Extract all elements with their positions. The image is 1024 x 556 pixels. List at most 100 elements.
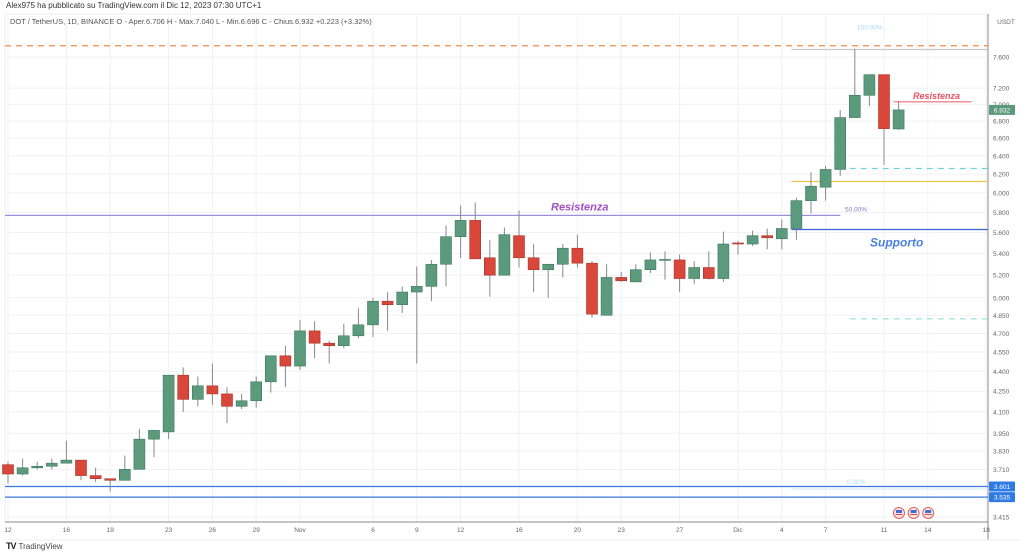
candle-up: [352, 324, 365, 337]
candle-up: [805, 185, 817, 201]
candle-up: [819, 169, 832, 188]
candle-up: [410, 286, 423, 293]
y-tick-label: 6.200: [993, 172, 1010, 179]
price-badge-text: 3.601: [994, 484, 1011, 491]
x-tick-label: 14: [924, 527, 932, 534]
candle-down: [615, 277, 628, 282]
candle-down: [221, 393, 233, 407]
candle-up: [396, 291, 409, 306]
candle-up: [454, 220, 467, 238]
publish-info: Alex975 ha pubblicato su TradingView.com…: [6, 1, 262, 10]
plot-area: [4, 13, 989, 523]
symbol-legend: DOT / TetherUS, 1D, BINANCE O - Aper.6.7…: [10, 17, 372, 26]
candle-down: [571, 247, 584, 264]
y-tick-label: 4.850: [993, 313, 1010, 320]
candle-down: [279, 355, 292, 367]
candle-down: [513, 235, 525, 259]
candle-up: [148, 430, 160, 440]
flag-canton: [910, 510, 917, 513]
candle-up: [250, 381, 262, 402]
candle-up: [892, 109, 905, 130]
candle-up: [659, 259, 671, 261]
y-tick-label: 6.800: [993, 118, 1010, 125]
candle-up: [600, 277, 613, 316]
x-tick-label: 16: [63, 527, 71, 534]
candle-up: [775, 228, 788, 240]
flag-canton: [925, 510, 932, 513]
candle-up: [629, 269, 642, 283]
candle-up: [834, 117, 847, 170]
price-badge-text: 3.535: [994, 495, 1011, 502]
candle-down: [2, 464, 14, 475]
candle-up: [644, 259, 657, 271]
candle-up: [498, 234, 511, 276]
y-tick-label: 5.400: [993, 251, 1010, 258]
resistenza-recent-label: Resistenza: [913, 91, 960, 101]
candle-up: [133, 438, 146, 470]
y-tick-label: 3.830: [993, 449, 1010, 456]
candle-down: [732, 242, 744, 245]
tradingview-logo[interactable]: TV TradingView: [6, 541, 63, 551]
fib-label: 0.00%: [847, 479, 866, 486]
candle-up: [790, 200, 803, 229]
x-tick-label: Nov: [294, 527, 306, 534]
x-tick-label: 12: [4, 527, 12, 534]
y-tick-label: 4.100: [993, 409, 1010, 416]
y-tick-label: 4.400: [993, 369, 1010, 376]
y-tick-label: 5.800: [993, 210, 1010, 217]
candle-up: [717, 243, 730, 279]
y-tick-label: 3.710: [993, 467, 1010, 474]
candle-down: [878, 74, 890, 129]
candle-up: [848, 95, 861, 118]
candle-down: [177, 374, 189, 400]
candle-down: [206, 385, 219, 395]
candle-down: [761, 235, 774, 239]
x-tick-label: 9: [415, 527, 419, 534]
y-tick-label: 5.600: [993, 230, 1010, 237]
x-tick-label: 4: [780, 527, 784, 534]
candle-down: [483, 257, 496, 276]
x-tick-label: 29: [253, 527, 261, 534]
candle-up: [45, 462, 58, 467]
candle-down: [673, 259, 686, 279]
candle-down: [323, 342, 336, 347]
candle-up: [16, 467, 29, 475]
candle-up: [863, 74, 876, 96]
x-tick-label: 18: [983, 527, 991, 534]
candle-down: [702, 267, 715, 279]
candle-up: [688, 267, 701, 279]
x-tick-label: 6: [371, 527, 375, 534]
candle-up: [337, 335, 350, 347]
last-price-badge: [989, 104, 1015, 115]
candle-down: [527, 257, 540, 271]
y-tick-label: 3.415: [993, 514, 1010, 521]
x-tick-label: 11: [881, 527, 888, 534]
resistenza-label: Resistenza: [551, 201, 608, 213]
candle-up: [31, 465, 44, 469]
x-tick-label: 26: [209, 527, 217, 534]
y-tick-label: 5.200: [993, 273, 1010, 280]
fib-50-label: 50.00%: [845, 206, 867, 213]
candle-down: [586, 262, 598, 315]
flag-canton: [896, 510, 902, 513]
x-tick-label: 23: [165, 527, 173, 534]
candle-up: [264, 355, 277, 383]
y-tick-label: 6.400: [993, 153, 1010, 160]
candle-up: [440, 236, 452, 265]
x-tick-label: 7: [824, 527, 828, 534]
candle-up: [367, 300, 379, 326]
price-badge-3.535: [989, 492, 1015, 503]
x-tick-label: Dic: [733, 527, 743, 534]
supporto-label: Supporto: [870, 236, 923, 250]
logo-text: TradingView: [18, 541, 63, 551]
y-tick-label: 6.600: [993, 136, 1010, 143]
candle-down: [308, 330, 321, 344]
candle-down: [381, 300, 394, 306]
y-tick-label: 7.600: [993, 55, 1010, 62]
y-tick-label: 4.250: [993, 389, 1010, 396]
candle-up: [119, 469, 131, 481]
candle-down: [469, 220, 482, 260]
candle-down: [104, 478, 116, 481]
x-tick-label: 23: [618, 527, 626, 534]
